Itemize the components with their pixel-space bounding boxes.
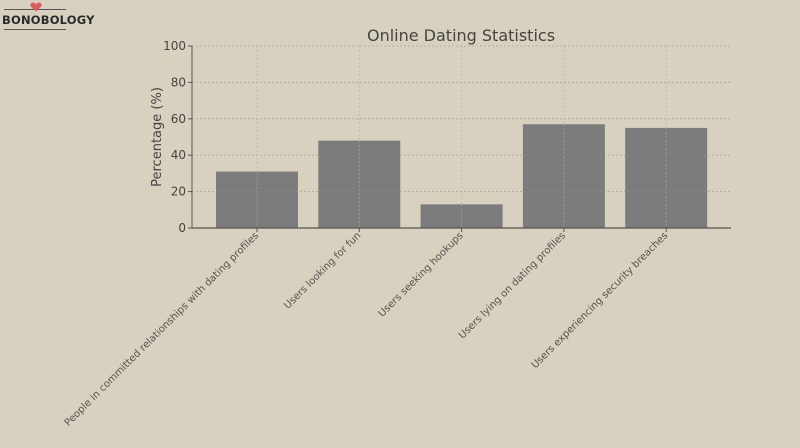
y-tick-label: 60: [171, 112, 186, 126]
y-axis-label: Percentage (%): [150, 87, 165, 187]
category-label-layer: People in committed relationships with d…: [63, 230, 671, 428]
y-tick-label: 0: [178, 221, 186, 235]
y-tick-label: 40: [171, 148, 186, 162]
heart-icon: [30, 2, 42, 12]
x-category-label: Users seeking hookups: [377, 230, 466, 319]
logo-bottom-rule: [4, 29, 66, 30]
x-category-label: Users looking for fun: [282, 230, 363, 311]
chart-title: Online Dating Statistics: [367, 26, 555, 45]
bar-layer: [192, 45, 731, 228]
axis-layer: 0 20 40 60 80 100: [163, 39, 731, 235]
x-category-label: People in committed relationships with d…: [63, 230, 261, 428]
x-category-label: Users lying on dating profiles: [457, 230, 568, 341]
y-tick-label: 80: [171, 75, 186, 89]
bar: [420, 204, 503, 228]
y-tick-label: 100: [163, 39, 186, 53]
logo-text: BONOBOLOGY: [2, 13, 95, 27]
y-tick-label: 20: [171, 185, 186, 199]
bonobology-logo: BONOBOLOGY: [2, 2, 95, 32]
